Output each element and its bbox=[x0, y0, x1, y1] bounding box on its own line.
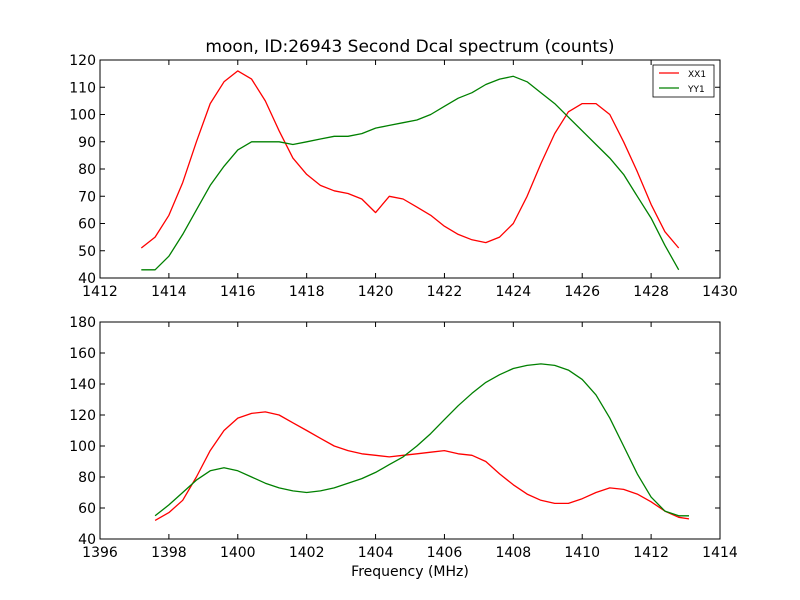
top-series-line-yy1 bbox=[141, 75, 680, 271]
top-x-tick-label: 1424 bbox=[496, 284, 532, 300]
top-y-tick-label: 40 bbox=[78, 271, 96, 287]
bottom-y-tick-label: 180 bbox=[69, 315, 96, 331]
top-series-line-xx1 bbox=[140, 70, 680, 249]
legend-label-yy1: YY1 bbox=[687, 85, 705, 95]
bottom-x-tick-label: 1396 bbox=[82, 545, 118, 561]
bottom-x-axis-label: Frequency (MHz) bbox=[351, 564, 469, 580]
legend-box bbox=[652, 64, 715, 98]
top-x-tick-label: 1418 bbox=[289, 284, 325, 300]
top-x-tick-label: 1412 bbox=[82, 284, 118, 300]
bottom-x-tick-label: 1414 bbox=[702, 545, 738, 561]
top-chart-title: moon, ID:26943 Second Dcal spectrum (cou… bbox=[205, 37, 614, 57]
top-y-tick-label: 70 bbox=[78, 189, 96, 205]
bottom-subplot: 1396 1398 1400 1402 1404 1406 1408 1410 1412 1414… bbox=[69, 315, 738, 580]
bottom-axes-frame bbox=[99, 321, 721, 540]
top-y-tick-label: 100 bbox=[69, 108, 96, 124]
bottom-x-tick-label: 1400 bbox=[220, 545, 256, 561]
top-x-tick-label: 1430 bbox=[702, 284, 738, 300]
top-x-tick-label: 1420 bbox=[358, 284, 394, 300]
legend-label-xx1: XX1 bbox=[688, 70, 706, 80]
bottom-x-tick-label: 1408 bbox=[496, 545, 532, 561]
top-y-tick-label: 50 bbox=[78, 244, 96, 260]
top-x-tick-label: 1414 bbox=[151, 284, 187, 300]
bottom-y-tick-label: 40 bbox=[78, 532, 96, 548]
bottom-x-tick-label: 1402 bbox=[289, 545, 325, 561]
top-y-tick-label: 120 bbox=[69, 53, 96, 69]
bottom-x-tick-label: 1398 bbox=[151, 545, 187, 561]
bottom-y-tick-label: 160 bbox=[69, 346, 96, 362]
top-x-tick-label: 1426 bbox=[564, 284, 600, 300]
bottom-series-lines bbox=[154, 363, 690, 521]
bottom-y-tick-label: 120 bbox=[69, 408, 96, 424]
bottom-series-line-green bbox=[154, 363, 689, 517]
top-ticks: 1412 1414 1416 1418 1420 1422 1424 1426 1428 1430… bbox=[69, 53, 738, 300]
top-y-tick-label: 60 bbox=[78, 217, 96, 233]
bottom-y-tick-label: 80 bbox=[78, 470, 96, 486]
bottom-x-tick-label: 1406 bbox=[427, 545, 463, 561]
bottom-x-tick-label: 1404 bbox=[358, 545, 394, 561]
bottom-y-tick-label: 140 bbox=[69, 377, 96, 393]
bottom-x-tick-label: 1412 bbox=[633, 545, 669, 561]
top-y-tick-label: 80 bbox=[78, 162, 96, 178]
top-y-tick-label: 110 bbox=[69, 80, 96, 96]
top-y-tick-label: 90 bbox=[78, 135, 96, 151]
bottom-x-tick-label: 1410 bbox=[564, 545, 600, 561]
bottom-y-tick-label: 100 bbox=[69, 439, 96, 455]
top-subplot: moon, ID:26943 Second Dcal spectrum (cou… bbox=[69, 37, 738, 300]
bottom-y-tick-label: 60 bbox=[78, 501, 96, 517]
top-x-tick-label: 1428 bbox=[633, 284, 669, 300]
bottom-series-line-red bbox=[154, 411, 690, 521]
top-x-tick-label: 1416 bbox=[220, 284, 256, 300]
top-legend: XX1 YY1 bbox=[652, 64, 715, 98]
top-x-tick-label: 1422 bbox=[427, 284, 463, 300]
top-series-lines bbox=[140, 70, 680, 271]
bottom-ticks: 1396 1398 1400 1402 1404 1406 1408 1410 1412 1414… bbox=[69, 315, 738, 561]
top-axes-frame bbox=[99, 59, 721, 279]
